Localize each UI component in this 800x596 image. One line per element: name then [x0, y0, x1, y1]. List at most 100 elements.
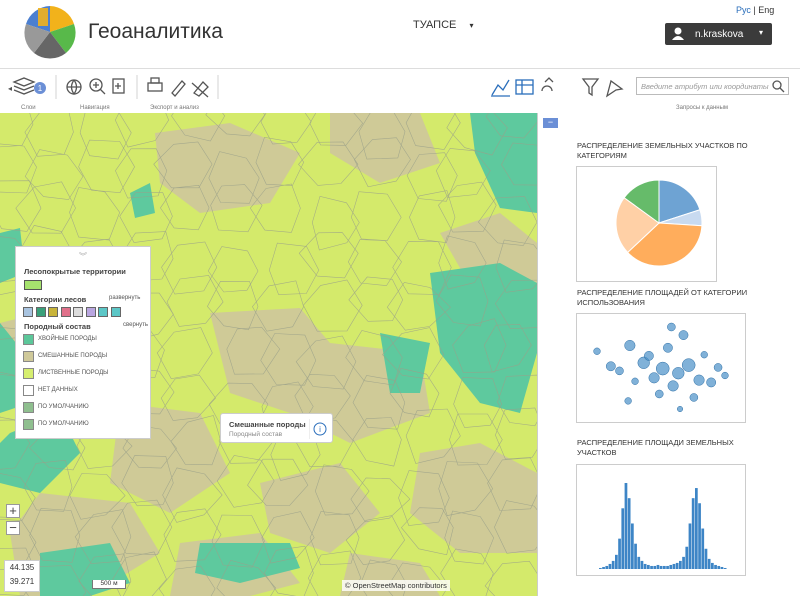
user-menu[interactable]: n.kraskova ▾: [665, 23, 772, 45]
zoom-in[interactable]: +: [6, 504, 20, 518]
decoration: [50, 24, 76, 53]
expand-link[interactable]: развернуть: [109, 295, 141, 301]
info-button[interactable]: i: [309, 419, 329, 439]
histogram-bar: [637, 556, 641, 569]
category-swatch: [110, 307, 121, 317]
decoration: [12, 75, 785, 99]
attribution[interactable]: © OpenStreetMap contributors: [342, 580, 450, 591]
zoom-out[interactable]: −: [6, 521, 20, 535]
legend-swatch: [23, 334, 34, 345]
analysis-button[interactable]: [541, 77, 554, 92]
category-swatch: [60, 307, 71, 317]
measure-button[interactable]: [171, 80, 186, 97]
table-button[interactable]: [515, 79, 534, 95]
parcel: [497, 374, 537, 427]
scatter-point: [593, 347, 601, 355]
parcel: [494, 279, 537, 330]
bookmark-button[interactable]: [112, 78, 125, 94]
pie-slice: [623, 179, 660, 224]
map[interactable]: ︾ Лесопокрытые территории Категории лесо…: [0, 113, 537, 596]
scatter-point: [677, 406, 684, 412]
histogram-bar: [602, 566, 605, 569]
select-button[interactable]: [605, 79, 624, 98]
parcel: [302, 279, 363, 332]
parcel: [409, 190, 456, 244]
parcel: [216, 455, 275, 508]
longitude: 39.271: [9, 577, 35, 586]
filter-button[interactable]: [581, 78, 600, 97]
decoration: [430, 263, 537, 413]
parcel: [314, 464, 370, 516]
collapse-link[interactable]: свернуть: [123, 322, 148, 328]
group-label: Экспорт и анализ: [150, 105, 199, 111]
category-swatch: [48, 307, 58, 317]
parcel: [483, 324, 532, 373]
parcel: [170, 415, 222, 466]
scatter-point: [605, 361, 616, 372]
search-input[interactable]: Введите атрибут или координаты: [636, 77, 789, 95]
parcel: [29, 508, 81, 563]
layers-button[interactable]: [12, 77, 36, 95]
scatter-point: [689, 393, 699, 402]
header: Геоаналитика ТУАПСЕ ▾ Рус | Eng n.krasko…: [0, 0, 800, 69]
parcel: [162, 467, 223, 523]
histogram-bar: [621, 508, 625, 569]
zoom-in-button[interactable]: [89, 78, 103, 92]
parcel: [268, 242, 320, 295]
scatter-point: [663, 342, 673, 353]
histogram-bar: [669, 564, 673, 569]
parcel: [440, 548, 494, 596]
parcel: [160, 184, 210, 231]
parcel: [166, 275, 224, 327]
parcel: [478, 196, 537, 246]
parcel: [444, 510, 495, 565]
chart-button[interactable]: [491, 79, 510, 97]
parcel: [438, 181, 497, 233]
print-button[interactable]: [147, 82, 163, 92]
parcel: [382, 327, 445, 380]
scatter-point: [678, 330, 689, 340]
histogram-bar: [618, 538, 621, 569]
parcel: [0, 473, 36, 521]
parcel: [207, 280, 259, 331]
histogram-bar: [611, 560, 615, 569]
decoration: [93, 82, 106, 95]
draw-button[interactable]: [191, 81, 209, 98]
histogram-bar: [656, 564, 660, 569]
city-select[interactable]: ТУАПСЕ ▾: [413, 19, 473, 31]
dropdown-arrow[interactable]: ◂: [8, 84, 12, 93]
parcel: [401, 507, 454, 556]
parcel: [119, 192, 173, 243]
collapse-panel[interactable]: −: [543, 118, 558, 128]
language-switch: Рус | Eng: [736, 5, 775, 15]
parcel: [216, 559, 276, 596]
parcel: [446, 113, 508, 156]
parcel: [263, 545, 314, 596]
parcel: [23, 459, 73, 512]
lang-ru[interactable]: Рус: [736, 5, 751, 15]
search-button[interactable]: [772, 80, 782, 90]
legend-item: ХВОЙНЫЕ ПОРОДЫ: [23, 334, 148, 346]
parcel: [247, 458, 309, 506]
scatter-point: [672, 367, 685, 380]
scatter-point: [721, 371, 729, 380]
parcel: [252, 280, 304, 332]
scatter-point: [700, 351, 708, 359]
parcel: [226, 326, 281, 375]
lang-en[interactable]: Eng: [758, 5, 775, 15]
histogram-bar: [650, 565, 653, 569]
decoration: [313, 422, 327, 436]
histogram-bar: [704, 548, 708, 569]
decoration: [260, 463, 380, 553]
legend-label: ЛИСТВЕННЫЕ ПОРОДЫ: [38, 370, 109, 376]
parcel: [295, 335, 357, 390]
histogram-bar: [682, 556, 685, 569]
histogram-bar: [679, 560, 682, 569]
histogram-bar: [672, 563, 676, 569]
decoration: [672, 36, 684, 40]
histogram-bar: [720, 566, 724, 569]
parcel: [205, 113, 266, 137]
city-name: ТУАПСЕ: [413, 19, 457, 31]
toolbar-icons: 1 ◂: [8, 75, 785, 99]
chart-title: РАСПРЕДЕЛЕНИЕ ЗЕМЕЛЬНЫХ УЧАСТКОВ ПО КАТЕ…: [577, 141, 748, 160]
